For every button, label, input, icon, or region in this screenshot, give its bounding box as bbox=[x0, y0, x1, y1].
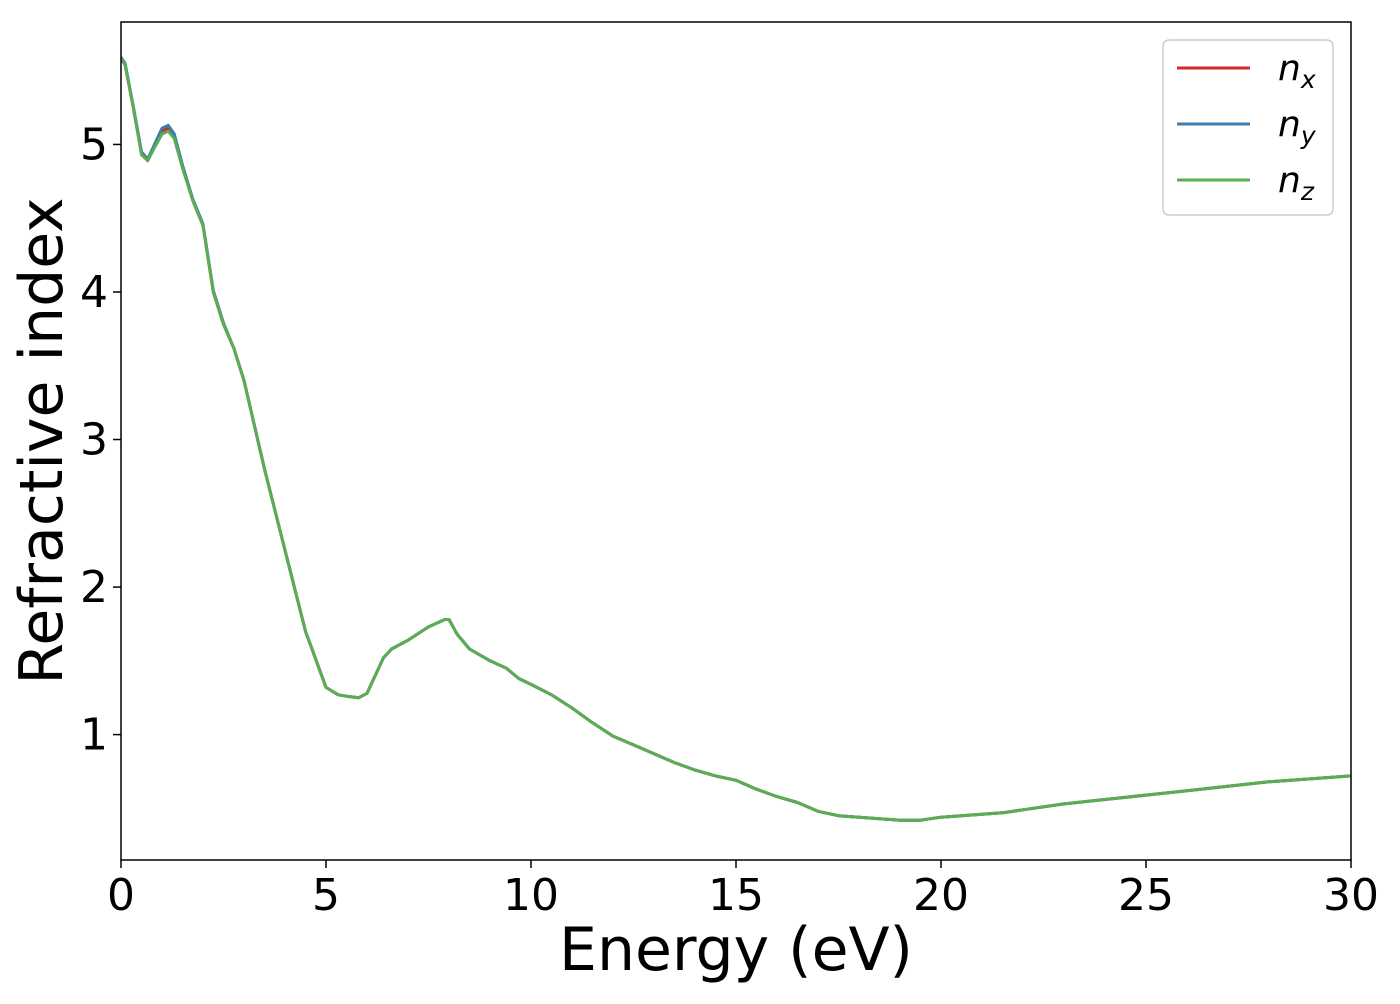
legend-label-subscript: z bbox=[1300, 177, 1315, 206]
legend-label-main: n bbox=[1278, 160, 1301, 201]
legend-box bbox=[1162, 39, 1334, 216]
y-axis-title: Refractive index bbox=[7, 197, 77, 684]
x-tick-label: 30 bbox=[1323, 870, 1379, 921]
x-tick-label: 10 bbox=[503, 870, 559, 921]
legend-label-main: n bbox=[1278, 48, 1301, 89]
y-tick-label: 2 bbox=[80, 562, 108, 613]
axes: 0 5 10 15 20 25 30 1 2 3 4 5 bbox=[80, 21, 1379, 921]
y-tick-label: 5 bbox=[80, 119, 108, 170]
legend-label-main: n bbox=[1278, 104, 1301, 145]
legend-label-subscript: x bbox=[1300, 65, 1316, 94]
y-tick-label: 3 bbox=[80, 415, 108, 466]
x-tick-label: 15 bbox=[708, 870, 764, 921]
x-axis-title: Energy (eV) bbox=[559, 915, 913, 985]
x-tick-label: 25 bbox=[1118, 870, 1174, 921]
y-tick-label: 1 bbox=[80, 710, 108, 761]
legend-label-subscript: y bbox=[1300, 121, 1317, 150]
x-tick-label: 0 bbox=[107, 870, 135, 921]
legend-label-x: nx bbox=[1278, 48, 1316, 94]
x-tick-label: 20 bbox=[913, 870, 969, 921]
y-tick-label: 4 bbox=[80, 267, 108, 318]
plot-area bbox=[121, 55, 1351, 822]
legend-label-z: nz bbox=[1278, 160, 1315, 206]
series-line-z bbox=[121, 57, 1351, 822]
legend-label-y: ny bbox=[1278, 104, 1317, 150]
x-tick-label: 5 bbox=[312, 870, 340, 921]
